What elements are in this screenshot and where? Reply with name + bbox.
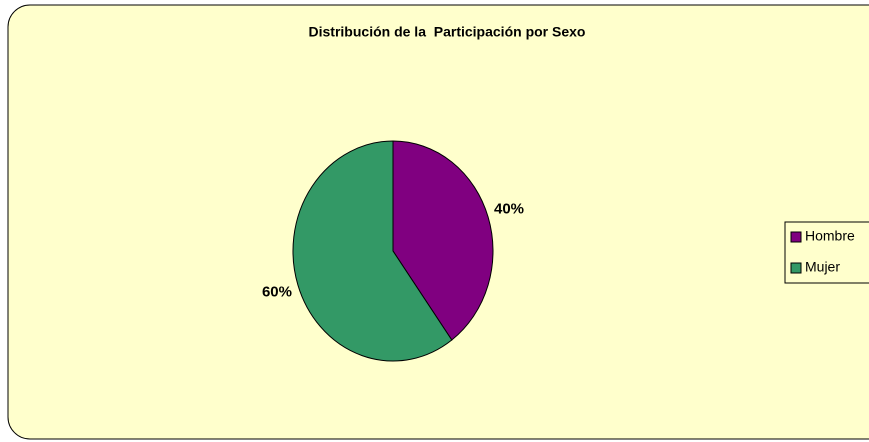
pie-slice [392, 140, 494, 341]
legend-label: Mujer [805, 259, 840, 275]
legend-label: Hombre [805, 228, 855, 244]
data-label: 40% [494, 200, 524, 217]
legend-swatch [790, 231, 802, 243]
pie-slice [292, 140, 453, 362]
legend-swatch [790, 262, 802, 274]
chart-title: Distribución de la Participación por Sex… [309, 24, 586, 40]
data-label: 60% [262, 283, 292, 300]
